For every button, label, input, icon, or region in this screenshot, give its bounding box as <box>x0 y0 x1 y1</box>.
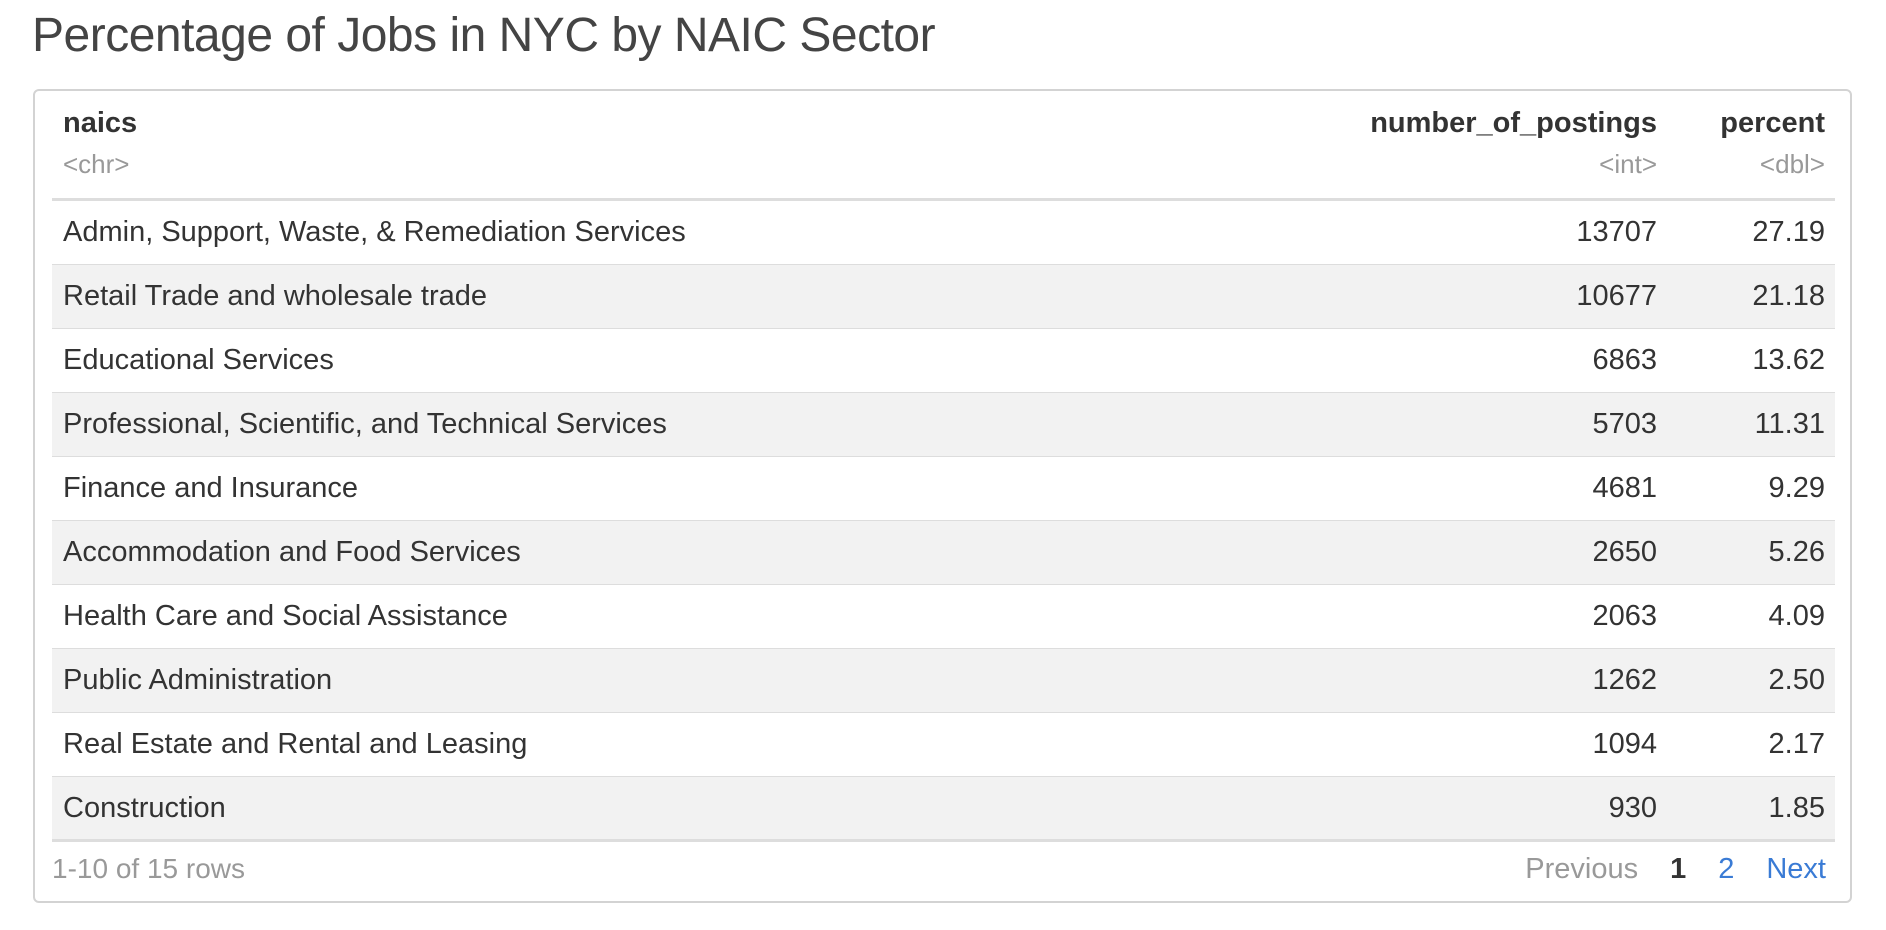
cell-naics: Educational Services <box>63 344 334 376</box>
cell-naics: Admin, Support, Waste, & Remediation Ser… <box>63 216 686 248</box>
cell-percent: 11.31 <box>1754 408 1825 440</box>
cell-number-of-postings: 6863 <box>1592 344 1657 376</box>
cell-number-of-postings: 2650 <box>1592 536 1657 568</box>
page-button-2[interactable]: 2 <box>1718 853 1735 885</box>
column-type-number-of-postings: <int> <box>1599 149 1657 179</box>
page-button-1[interactable]: 1 <box>1670 853 1687 885</box>
cell-percent: 9.29 <box>1768 472 1825 504</box>
cell-naics: Public Administration <box>63 664 333 696</box>
cell-naics: Retail Trade and wholesale trade <box>63 280 487 312</box>
column-type-naics: <chr> <box>63 149 130 179</box>
column-header-naics[interactable]: naics <box>63 107 138 139</box>
cell-number-of-postings: 5703 <box>1592 408 1657 440</box>
cell-naics: Professional, Scientific, and Technical … <box>63 408 667 440</box>
page-title: Percentage of Jobs in NYC by NAIC Sector <box>32 9 936 62</box>
cell-percent: 2.17 <box>1768 728 1825 760</box>
previous-page-button[interactable]: Previous <box>1525 853 1639 885</box>
table-panel: naics <chr> number_of_postings <int> per… <box>33 89 1852 903</box>
table-row: Admin, Support, Waste, & Remediation Ser… <box>52 201 1835 265</box>
table-row: Educational Services 6863 13.62 <box>52 329 1835 393</box>
cell-percent: 13.62 <box>1752 344 1825 376</box>
column-header-number-of-postings[interactable]: number_of_postings <box>1370 107 1657 139</box>
cell-percent: 2.50 <box>1768 664 1825 696</box>
pagination: Previous 1 2 Next <box>1493 853 1826 886</box>
table-row: Accommodation and Food Services 2650 5.2… <box>52 521 1835 585</box>
cell-number-of-postings: 13707 <box>1576 216 1657 248</box>
cell-number-of-postings: 1262 <box>1592 664 1657 696</box>
cell-number-of-postings: 2063 <box>1592 600 1657 632</box>
table-row: Real Estate and Rental and Leasing 1094 … <box>52 713 1835 777</box>
column-header-percent[interactable]: percent <box>1720 107 1825 139</box>
row-count-info: 1-10 of 15 rows <box>52 853 245 884</box>
cell-naics: Health Care and Social Assistance <box>63 600 508 632</box>
cell-percent: 21.18 <box>1752 280 1825 312</box>
table-row: Retail Trade and wholesale trade 10677 2… <box>52 265 1835 329</box>
cell-number-of-postings: 1094 <box>1592 728 1657 760</box>
cell-naics: Accommodation and Food Services <box>63 536 521 568</box>
cell-percent: 5.26 <box>1768 536 1825 568</box>
table-header: naics <chr> number_of_postings <int> per… <box>52 91 1835 201</box>
column-type-percent: <dbl> <box>1759 149 1825 179</box>
table-row: Construction 930 1.85 <box>52 777 1835 841</box>
cell-percent: 27.19 <box>1752 216 1825 248</box>
cell-naics: Real Estate and Rental and Leasing <box>63 728 528 760</box>
table-row: Professional, Scientific, and Technical … <box>52 393 1835 457</box>
table-row: Public Administration 1262 2.50 <box>52 649 1835 713</box>
data-table: naics <chr> number_of_postings <int> per… <box>52 91 1835 841</box>
cell-number-of-postings: 930 <box>1608 792 1657 824</box>
table-footer-divider <box>52 839 1835 842</box>
cell-percent: 1.85 <box>1768 792 1825 824</box>
cell-naics: Finance and Insurance <box>63 472 359 504</box>
cell-number-of-postings: 4681 <box>1592 472 1657 504</box>
cell-number-of-postings: 10677 <box>1576 280 1657 312</box>
table-row: Finance and Insurance 4681 9.29 <box>52 457 1835 521</box>
next-page-button[interactable]: Next <box>1766 853 1826 885</box>
cell-naics: Construction <box>63 792 226 824</box>
cell-percent: 4.09 <box>1768 600 1825 632</box>
table-row: Health Care and Social Assistance 2063 4… <box>52 585 1835 649</box>
